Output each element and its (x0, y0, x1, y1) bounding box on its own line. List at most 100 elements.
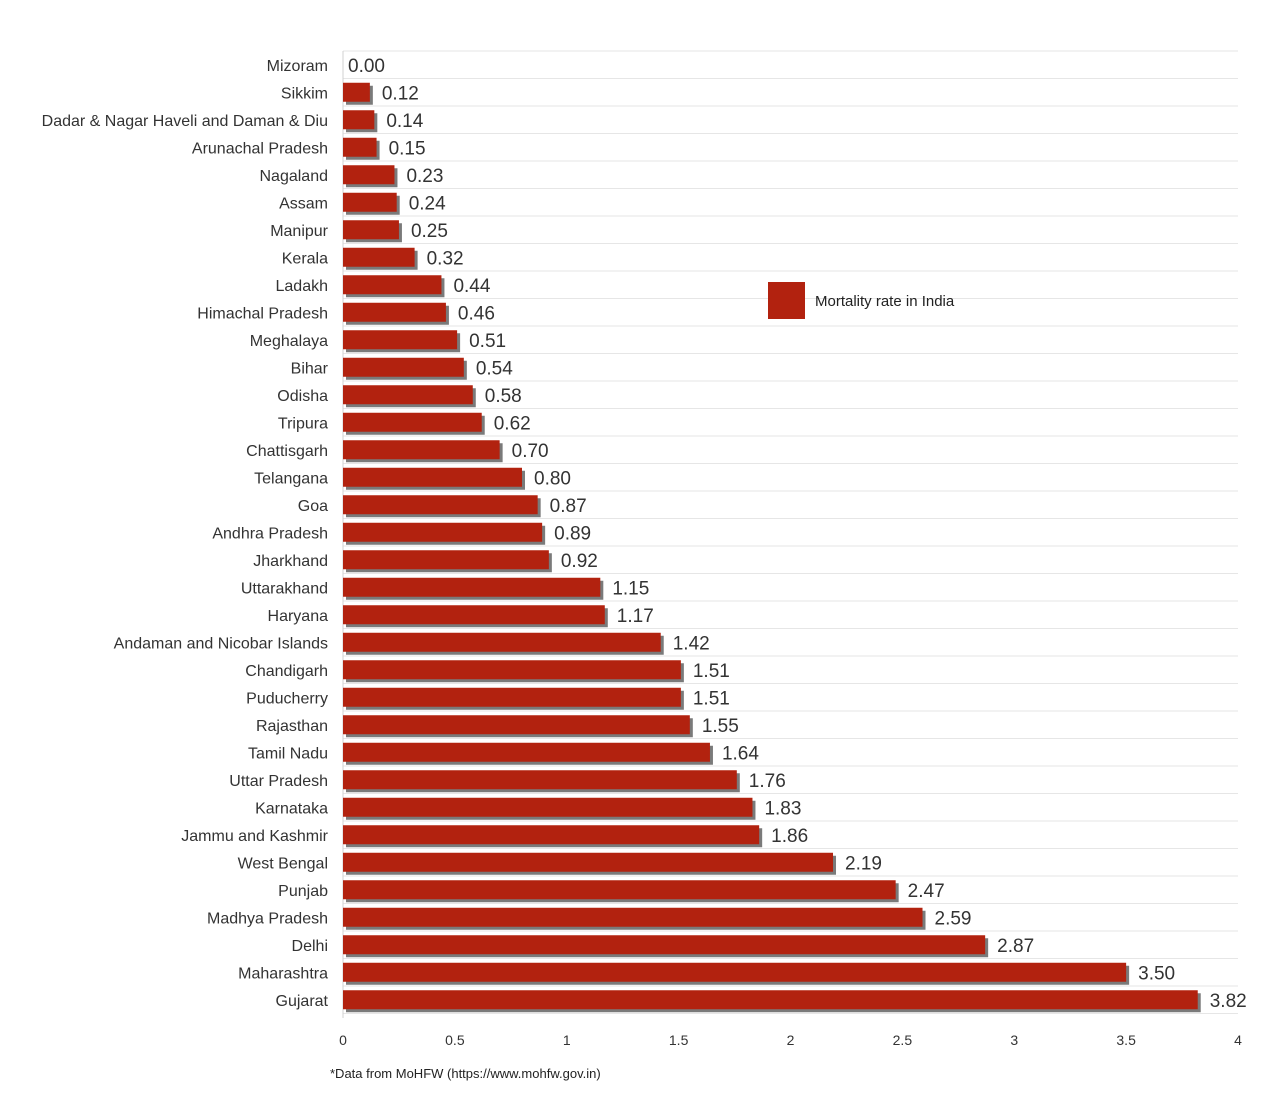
bar (343, 247, 415, 267)
value-label: 1.42 (673, 633, 710, 654)
bar (343, 797, 753, 817)
category-label: Uttarakhand (241, 580, 328, 597)
category-label: West Bengal (238, 855, 328, 872)
value-label: 0.46 (458, 303, 495, 324)
value-label: 0.70 (512, 441, 549, 462)
category-label: Jammu and Kashmir (181, 828, 328, 845)
value-label: 0.14 (386, 111, 423, 132)
bar (343, 357, 464, 377)
x-tick-label: 0.5 (445, 1032, 465, 1048)
x-tick-label: 0 (339, 1032, 347, 1048)
value-label: 1.55 (702, 716, 739, 737)
value-label: 2.87 (997, 936, 1034, 957)
category-label: Mizoram (267, 58, 328, 75)
value-label: 1.64 (722, 743, 759, 764)
value-label: 1.51 (693, 688, 730, 709)
bar (343, 990, 1198, 1010)
bar (343, 577, 601, 597)
x-axis-ticks: 0 0.5 1 1.5 2 2.5 3 3.5 4 (339, 1032, 1242, 1048)
value-label: 3.50 (1138, 963, 1175, 984)
category-label: Chandigarh (245, 663, 328, 680)
value-label: 0.92 (561, 551, 598, 572)
bar (343, 192, 397, 212)
category-label: Assam (279, 195, 328, 212)
category-label: Sikkim (281, 85, 328, 102)
value-label: 0.15 (389, 138, 426, 159)
value-label: 0.24 (409, 193, 446, 214)
legend: Mortality rate in India (768, 282, 955, 319)
value-label: 0.25 (411, 221, 448, 242)
category-label: Odisha (277, 388, 328, 405)
category-label: Manipur (270, 223, 328, 240)
bar (343, 412, 482, 432)
value-label: 0.32 (427, 248, 464, 269)
category-label: Andaman and Nicobar Islands (114, 635, 328, 652)
category-label: Haryana (268, 608, 329, 625)
bar (343, 852, 834, 872)
category-label: Delhi (292, 938, 328, 955)
value-label: 2.59 (935, 908, 972, 929)
x-tick-label: 2 (787, 1032, 795, 1048)
bar (343, 495, 538, 515)
bar (343, 742, 710, 762)
bar (343, 632, 661, 652)
bar (343, 302, 446, 322)
bar (343, 687, 681, 707)
category-label: Meghalaya (250, 333, 328, 350)
value-label: 1.83 (764, 798, 801, 819)
value-label: 3.82 (1210, 991, 1247, 1012)
value-label: 1.17 (617, 606, 654, 627)
category-label: Madhya Pradesh (207, 910, 328, 927)
bar (343, 605, 605, 625)
category-label: Punjab (278, 883, 328, 900)
value-label: 0.62 (494, 413, 531, 434)
category-label: Andhra Pradesh (212, 525, 328, 542)
bar (343, 165, 395, 185)
category-label: Ladakh (276, 278, 329, 295)
bar (343, 440, 500, 460)
bar (343, 220, 399, 240)
source-note: *Data from MoHFW (https://www.mohfw.gov.… (330, 1066, 601, 1081)
value-label: 1.51 (693, 661, 730, 682)
value-label: 0.51 (469, 331, 506, 352)
legend-label: Mortality rate in India (815, 293, 955, 310)
category-label: Tamil Nadu (248, 745, 328, 762)
category-label: Goa (298, 498, 328, 515)
bar (343, 522, 543, 542)
bar (343, 825, 760, 845)
category-label: Arunachal Pradesh (192, 140, 328, 157)
bars (343, 82, 1201, 1013)
category-label: Telangana (254, 470, 328, 487)
bar (343, 330, 458, 350)
value-label: 0.58 (485, 386, 522, 407)
category-label: Dadar & Nagar Haveli and Daman & Diu (42, 113, 328, 130)
bar (343, 550, 549, 570)
category-label: Chattisgarh (246, 443, 328, 460)
x-tick-label: 3.5 (1116, 1032, 1136, 1048)
value-label: 0.87 (550, 496, 587, 517)
x-tick-label: 3 (1010, 1032, 1018, 1048)
category-label: Rajasthan (256, 718, 328, 735)
category-label: Bihar (291, 360, 329, 377)
bar (343, 880, 896, 900)
value-label: 2.19 (845, 853, 882, 874)
bar (343, 770, 737, 790)
bar (343, 715, 690, 735)
bar (343, 110, 375, 130)
x-tick-label: 2.5 (893, 1032, 913, 1048)
bar (343, 275, 442, 295)
category-label: Puducherry (246, 690, 328, 707)
bar (343, 962, 1127, 982)
value-label: 1.86 (771, 826, 808, 847)
value-label: 1.76 (749, 771, 786, 792)
category-labels: Mizoram Sikkim Dadar & Nagar Haveli and Da… (42, 58, 329, 1010)
x-tick-label: 1.5 (669, 1032, 689, 1048)
bar (343, 660, 681, 680)
value-label: 0.00 (348, 56, 385, 77)
value-label: 0.23 (406, 166, 443, 187)
bar (343, 907, 923, 927)
bar (343, 385, 473, 405)
bar (343, 82, 370, 102)
bar (343, 137, 377, 157)
category-label: Himachal Pradesh (197, 305, 328, 322)
